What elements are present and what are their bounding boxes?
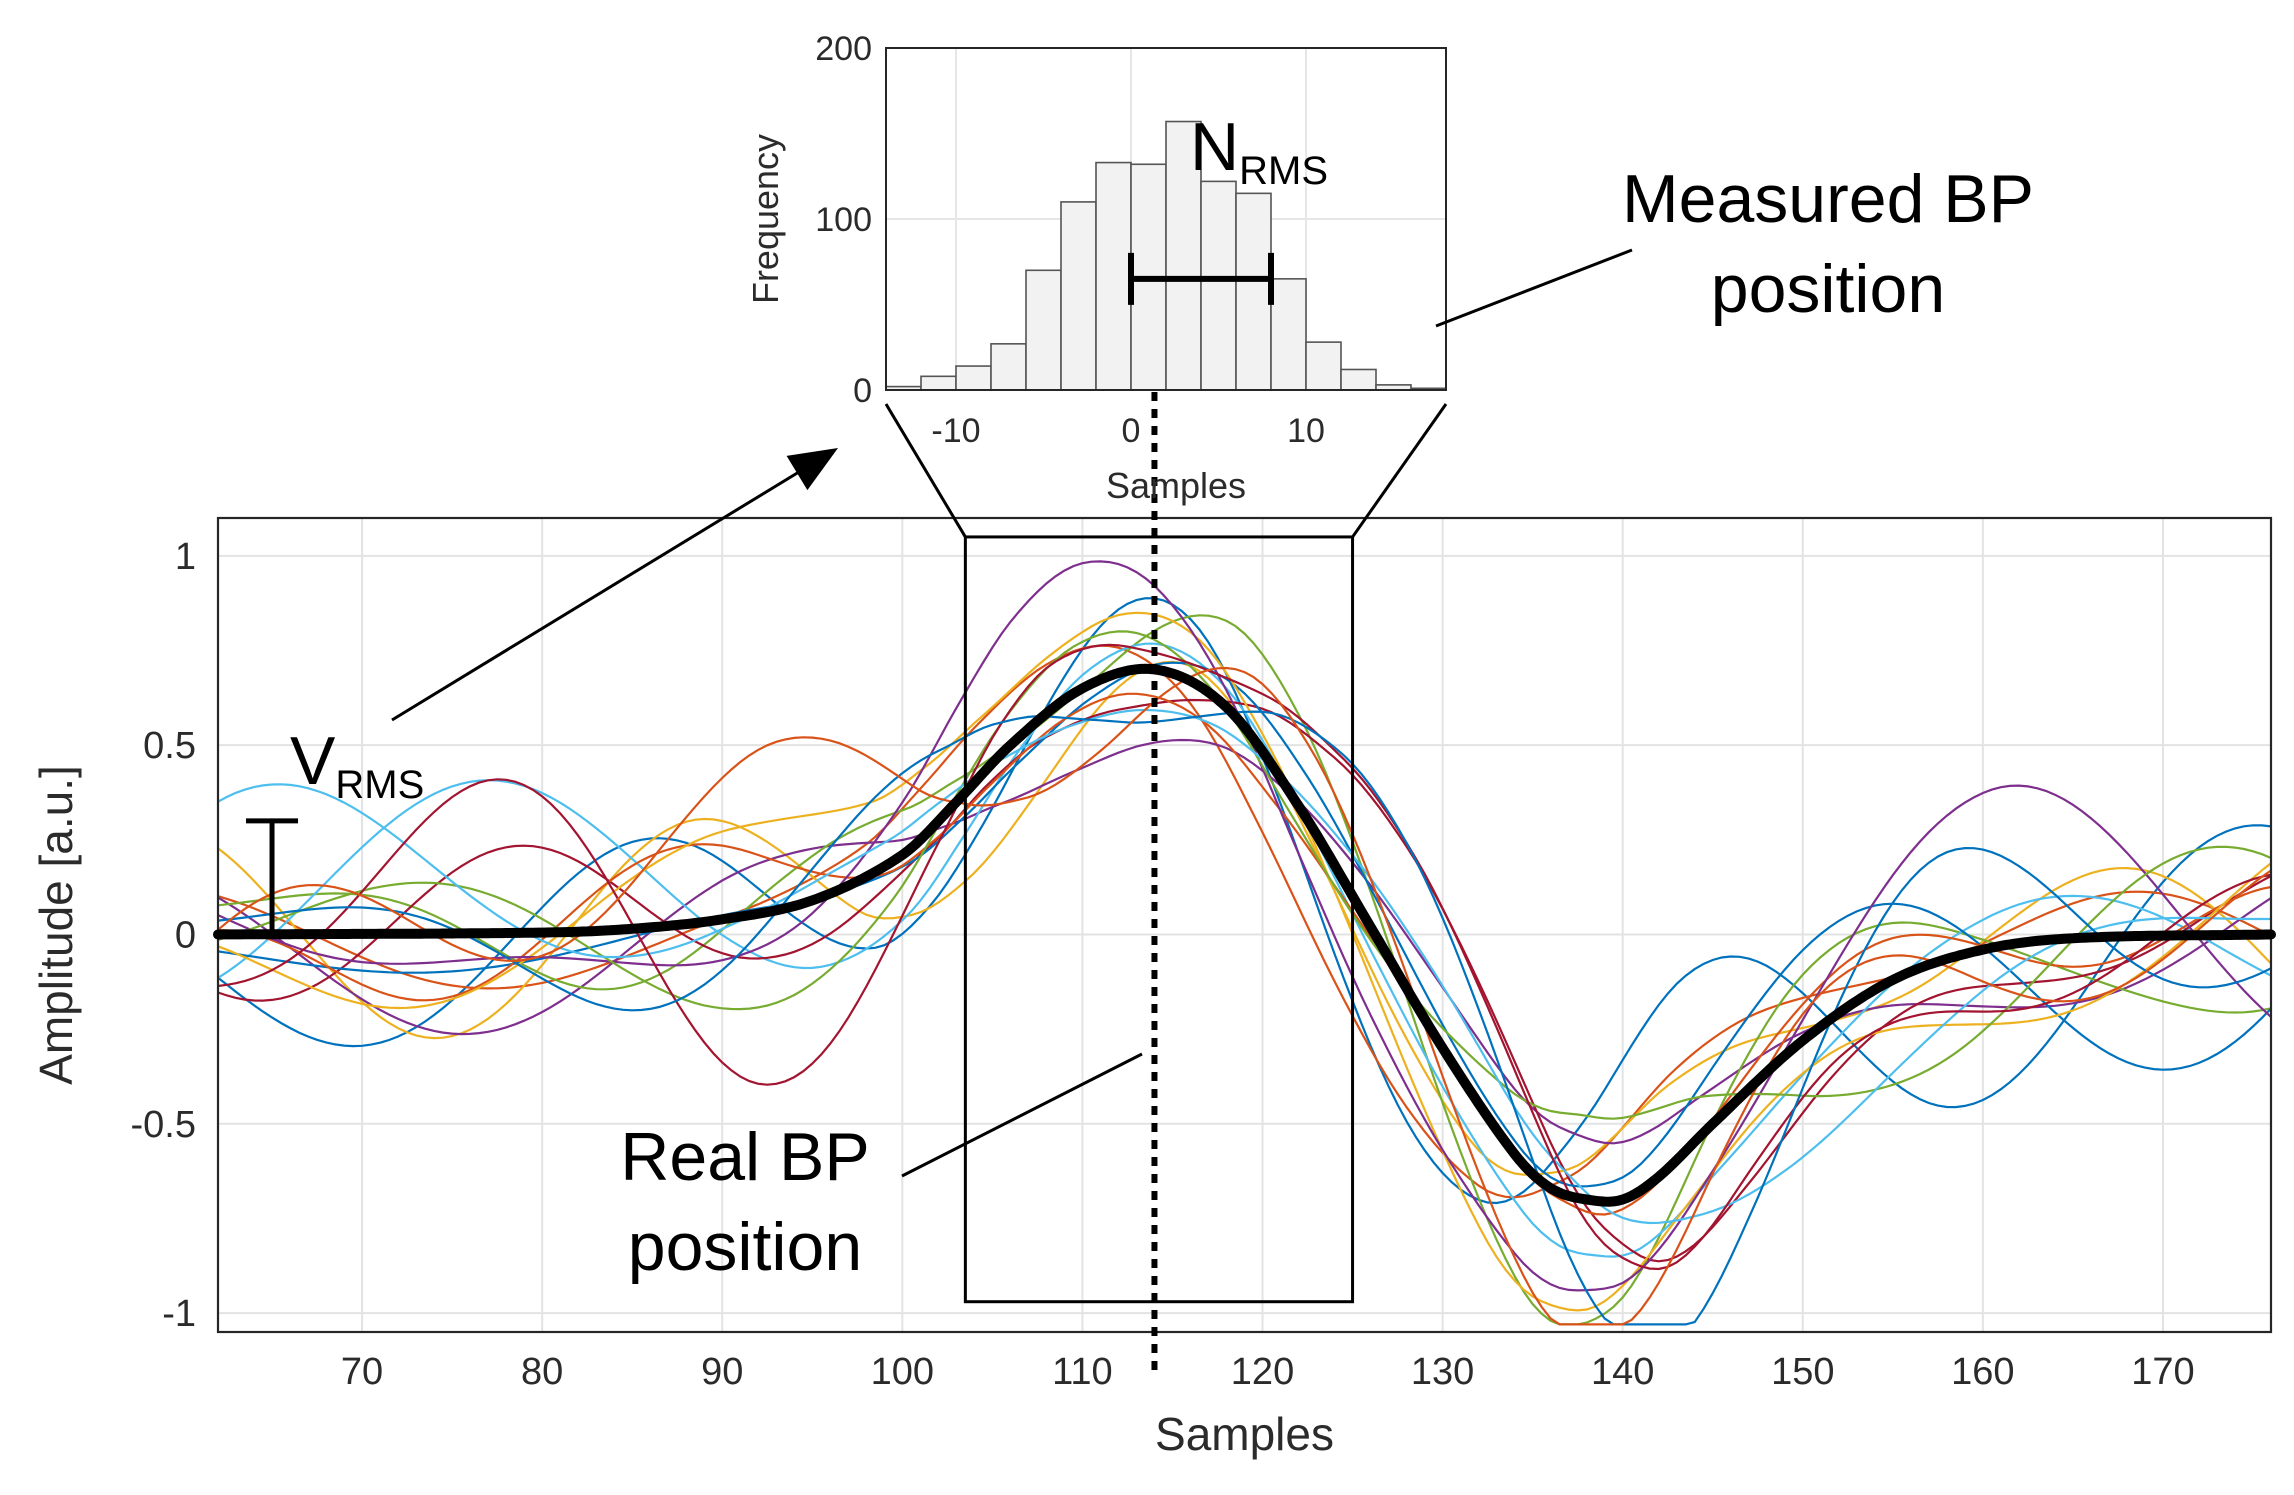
noisy-trace [217,710,2272,1326]
main-y-tick: -0.5 [131,1104,196,1146]
noisy-trace [217,643,2272,1271]
main-plot-frame [216,516,2273,1334]
main-y-axis-label: Amplitude [a.u.] [30,765,82,1085]
measured-bp-label-line1: Measured BP [1622,161,2034,237]
main-x-tick: 170 [2131,1351,2194,1393]
inset-x-tick: -10 [931,412,980,450]
histogram-bar [1025,269,1062,391]
main-plot: 70 80 90 100 110 120 130 140 150 160 170 10.50-0.5… [30,222,2276,1460]
nrms-label-main: N [1190,109,1239,185]
main-y-tick: 0.5 [143,725,196,767]
histogram-bar [1270,278,1307,391]
inset-histogram: -10 0 10 0 100 200 Samples Frequency [745,30,1447,506]
nrms-bar [1128,252,1274,305]
noisy-trace [217,614,2272,1326]
zoom-connector-left [884,403,967,538]
measured-bp-leader [1435,248,1633,328]
main-y-tick: 1 [175,536,196,578]
noisy-trace [217,661,2272,1188]
main-y-tick: 0 [175,914,196,956]
vrms-bar [246,818,299,935]
zoom-connector-right [1351,403,1448,538]
measured-bp-label-line2: position [1711,251,1945,327]
inset-y-tick: 200 [815,30,872,68]
main-x-tick: 100 [871,1351,934,1393]
main-x-tick: 80 [521,1351,563,1393]
histogram-bar [955,365,992,391]
main-x-tick: 110 [1052,1351,1113,1393]
inset-frame [885,47,1447,391]
histogram-bar [1305,341,1342,391]
main-x-tick: 90 [701,1351,743,1393]
histogram-bar [1095,161,1132,391]
inset-x-tick-labels: -10 0 10 [931,412,1324,450]
vrms-label-sub: RMS [335,763,424,807]
main-x-tick: 70 [341,1351,383,1393]
histogram-bar [920,375,957,391]
vrms-label-main: V [290,723,336,799]
mean-pulse-line [213,663,2276,1207]
zoom-window-box [963,535,1355,1304]
zoom-connectors [391,248,1633,1178]
main-y-tick-labels: 1 0.5 0 -0.5 -1 [131,536,196,1335]
main-y-tick: -1 [162,1293,196,1335]
inset-x-tick: 0 [1122,412,1141,450]
inset-x-axis-label: Samples [1106,465,1246,506]
inset-y-axis-label: Frequency [745,134,786,304]
noisy-trace [217,738,2272,1145]
main-x-axis-label: Samples [1155,1408,1334,1460]
vrms-arrow-line [391,462,813,722]
inset-x-tick: 10 [1287,412,1325,450]
noisy-trace [217,692,2272,1216]
histogram-bar [1340,368,1377,391]
vrms-label: VRMS [290,723,424,807]
main-grid [218,518,2271,1332]
main-x-tick: 160 [1951,1351,2014,1393]
inset-y-tick: 100 [815,201,872,239]
nrms-label: NRMS [1190,109,1328,193]
vrms-arrow-head [786,448,838,491]
histogram-bar [1200,180,1237,391]
histogram-bar [1235,192,1272,391]
main-x-tick: 150 [1771,1351,1834,1393]
histogram-bar [990,343,1027,391]
histogram-bar [1060,201,1097,391]
real-bp-leader [901,1052,1143,1178]
main-x-tick-labels: 70 80 90 100 110 120 130 140 150 160 170 [341,1351,2195,1393]
main-x-tick: 120 [1231,1351,1294,1393]
inset-y-tick-labels: 0 100 200 [815,30,872,410]
nrms-label-sub: RMS [1239,149,1328,193]
main-x-tick: 140 [1591,1351,1654,1393]
inset-y-tick: 0 [853,372,872,410]
real-bp-label-line1: Real BP [620,1119,869,1195]
real-bp-label-line2: position [628,1209,862,1285]
main-x-tick: 130 [1411,1351,1474,1393]
